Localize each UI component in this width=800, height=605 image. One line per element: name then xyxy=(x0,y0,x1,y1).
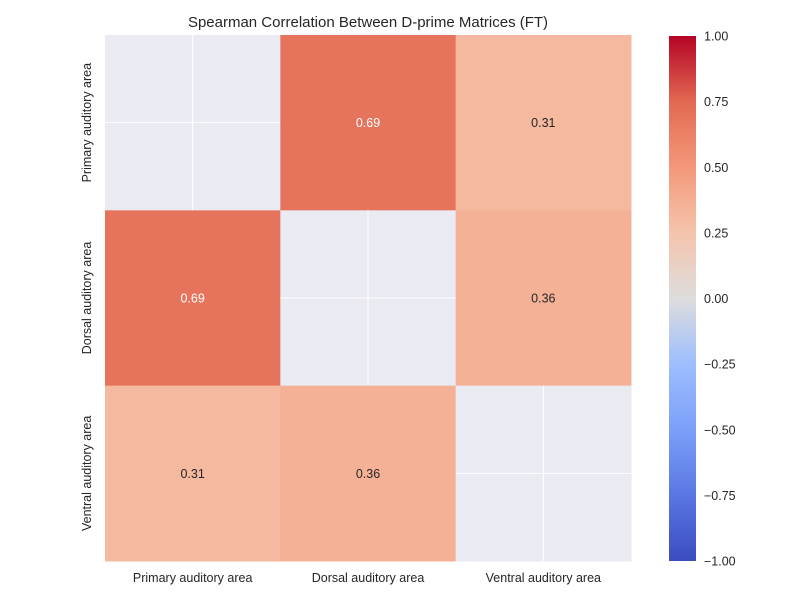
heatmap-cell xyxy=(455,210,632,387)
colorbar: 1.00 0.75 0.50 0.25 0.00 −0.25 −0.50 −0.75 −1.00 xyxy=(669,30,736,569)
cell-annotation: 0.69 xyxy=(180,292,204,306)
cell-annotation: 0.36 xyxy=(531,292,555,306)
heatmap-cell xyxy=(105,210,281,387)
cell-annotation: 0.31 xyxy=(180,467,204,481)
colorbar-tick-label: 0.00 xyxy=(704,292,728,306)
x-tick-label: Dorsal auditory area xyxy=(312,571,425,585)
x-axis-tick-labels: Primary auditory area Dorsal auditory are… xyxy=(133,571,601,585)
x-tick-label: Ventral auditory area xyxy=(486,571,601,585)
chart-title: Spearman Correlation Between D-prime Mat… xyxy=(188,14,548,31)
colorbar-tick-label: −1.00 xyxy=(704,555,736,569)
colorbar-tick-label: 0.25 xyxy=(704,226,728,240)
colorbar-tick-label: 0.75 xyxy=(704,95,728,109)
colorbar-gradient xyxy=(669,36,696,561)
heatmap-cell xyxy=(280,385,457,562)
heatmap-grid xyxy=(105,35,631,561)
y-tick-label: Dorsal auditory area xyxy=(80,242,94,355)
heatmap-cell xyxy=(105,385,281,562)
heatmap-cell xyxy=(455,35,632,211)
colorbar-tick-label: 1.00 xyxy=(704,30,728,44)
cell-annotation: 0.36 xyxy=(356,467,380,481)
heatmap-cell xyxy=(280,35,457,211)
y-tick-label: Primary auditory area xyxy=(80,63,94,183)
colorbar-tick-label: −0.25 xyxy=(704,358,736,372)
heatmap-annotations: 0.69 0.31 0.69 0.36 0.31 0.36 xyxy=(180,116,555,481)
y-axis-tick-labels: Primary auditory area Dorsal auditory are… xyxy=(80,63,94,531)
cell-annotation: 0.69 xyxy=(356,116,380,130)
colorbar-tick-label: 0.50 xyxy=(704,161,728,175)
cell-annotation: 0.31 xyxy=(531,116,555,130)
x-tick-label: Primary auditory area xyxy=(133,571,253,585)
colorbar-tick-label: −0.50 xyxy=(704,423,736,437)
y-tick-label: Ventral auditory area xyxy=(80,416,94,531)
colorbar-tick-labels: 1.00 0.75 0.50 0.25 0.00 −0.25 −0.50 −0.75 −1.00 xyxy=(704,30,736,569)
colorbar-tick-label: −0.75 xyxy=(704,489,736,503)
